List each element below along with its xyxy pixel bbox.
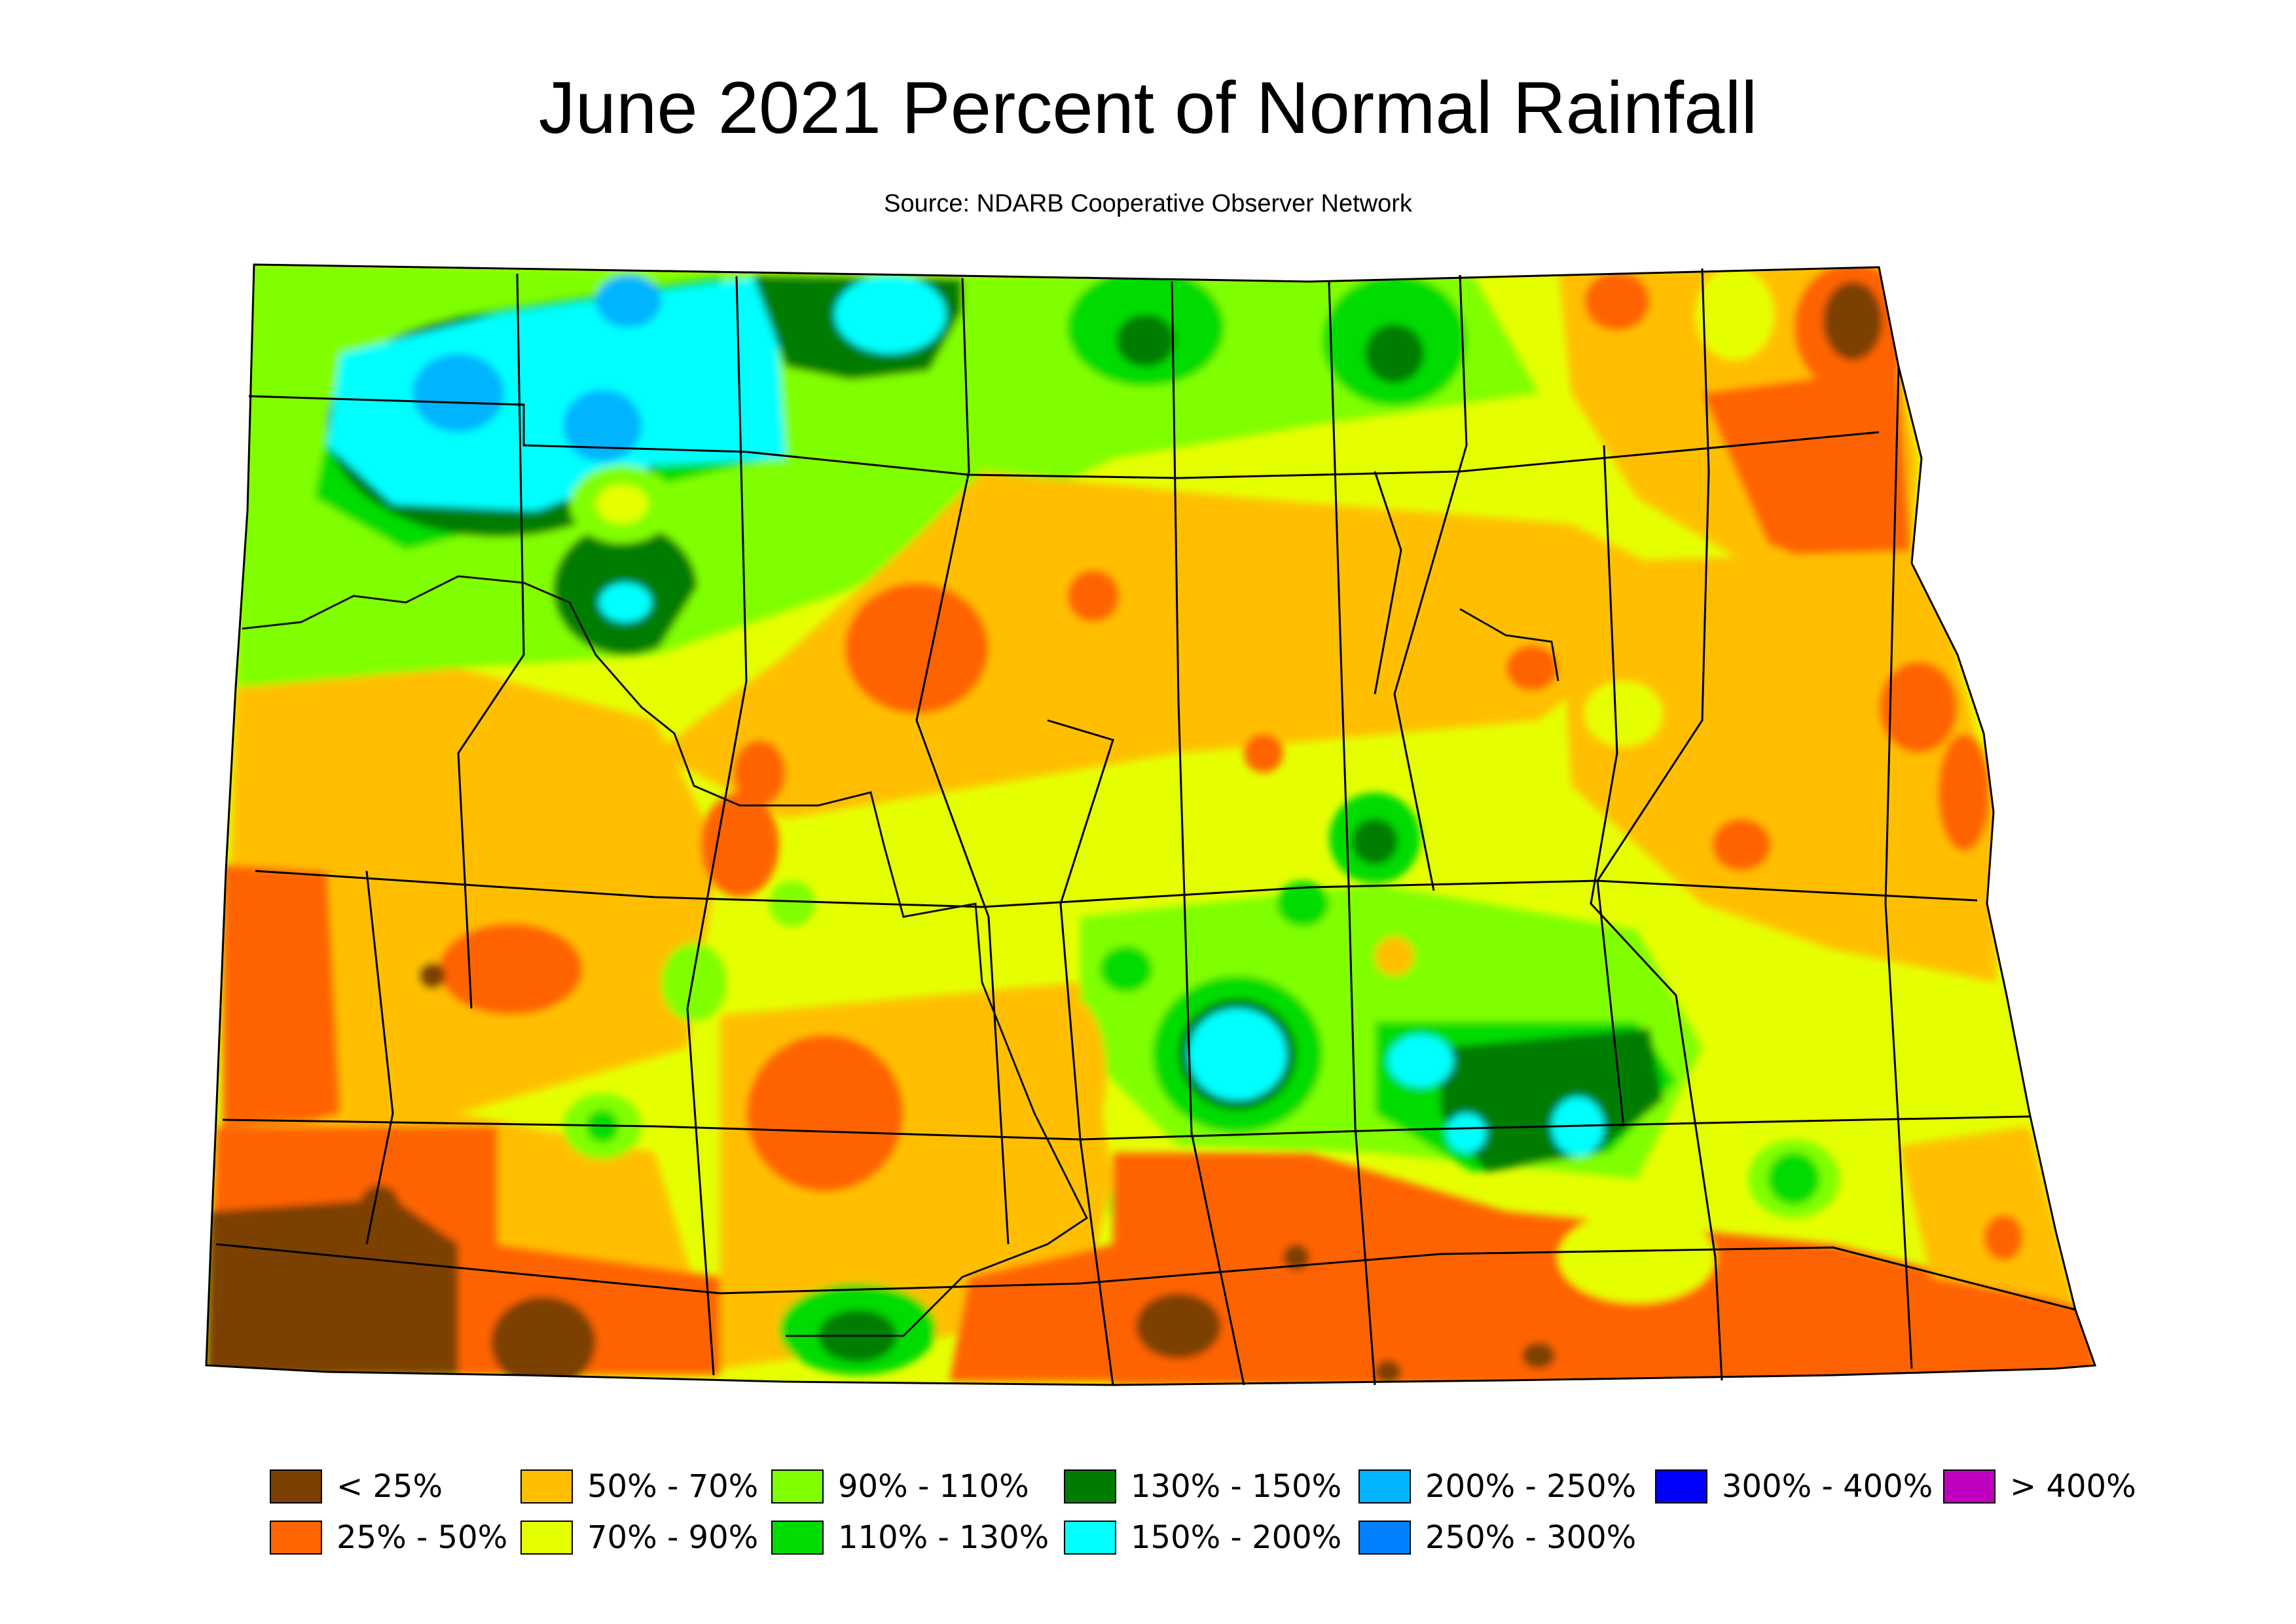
rainfall-fill <box>206 265 2095 1385</box>
county-boundaries <box>205 263 2097 1386</box>
map-title: June 2021 Percent of Normal Rainfall <box>538 67 1758 149</box>
map-subtitle: Source: NDARB Cooperative Observer Netwo… <box>884 190 1412 217</box>
river-lines <box>242 575 1559 1337</box>
